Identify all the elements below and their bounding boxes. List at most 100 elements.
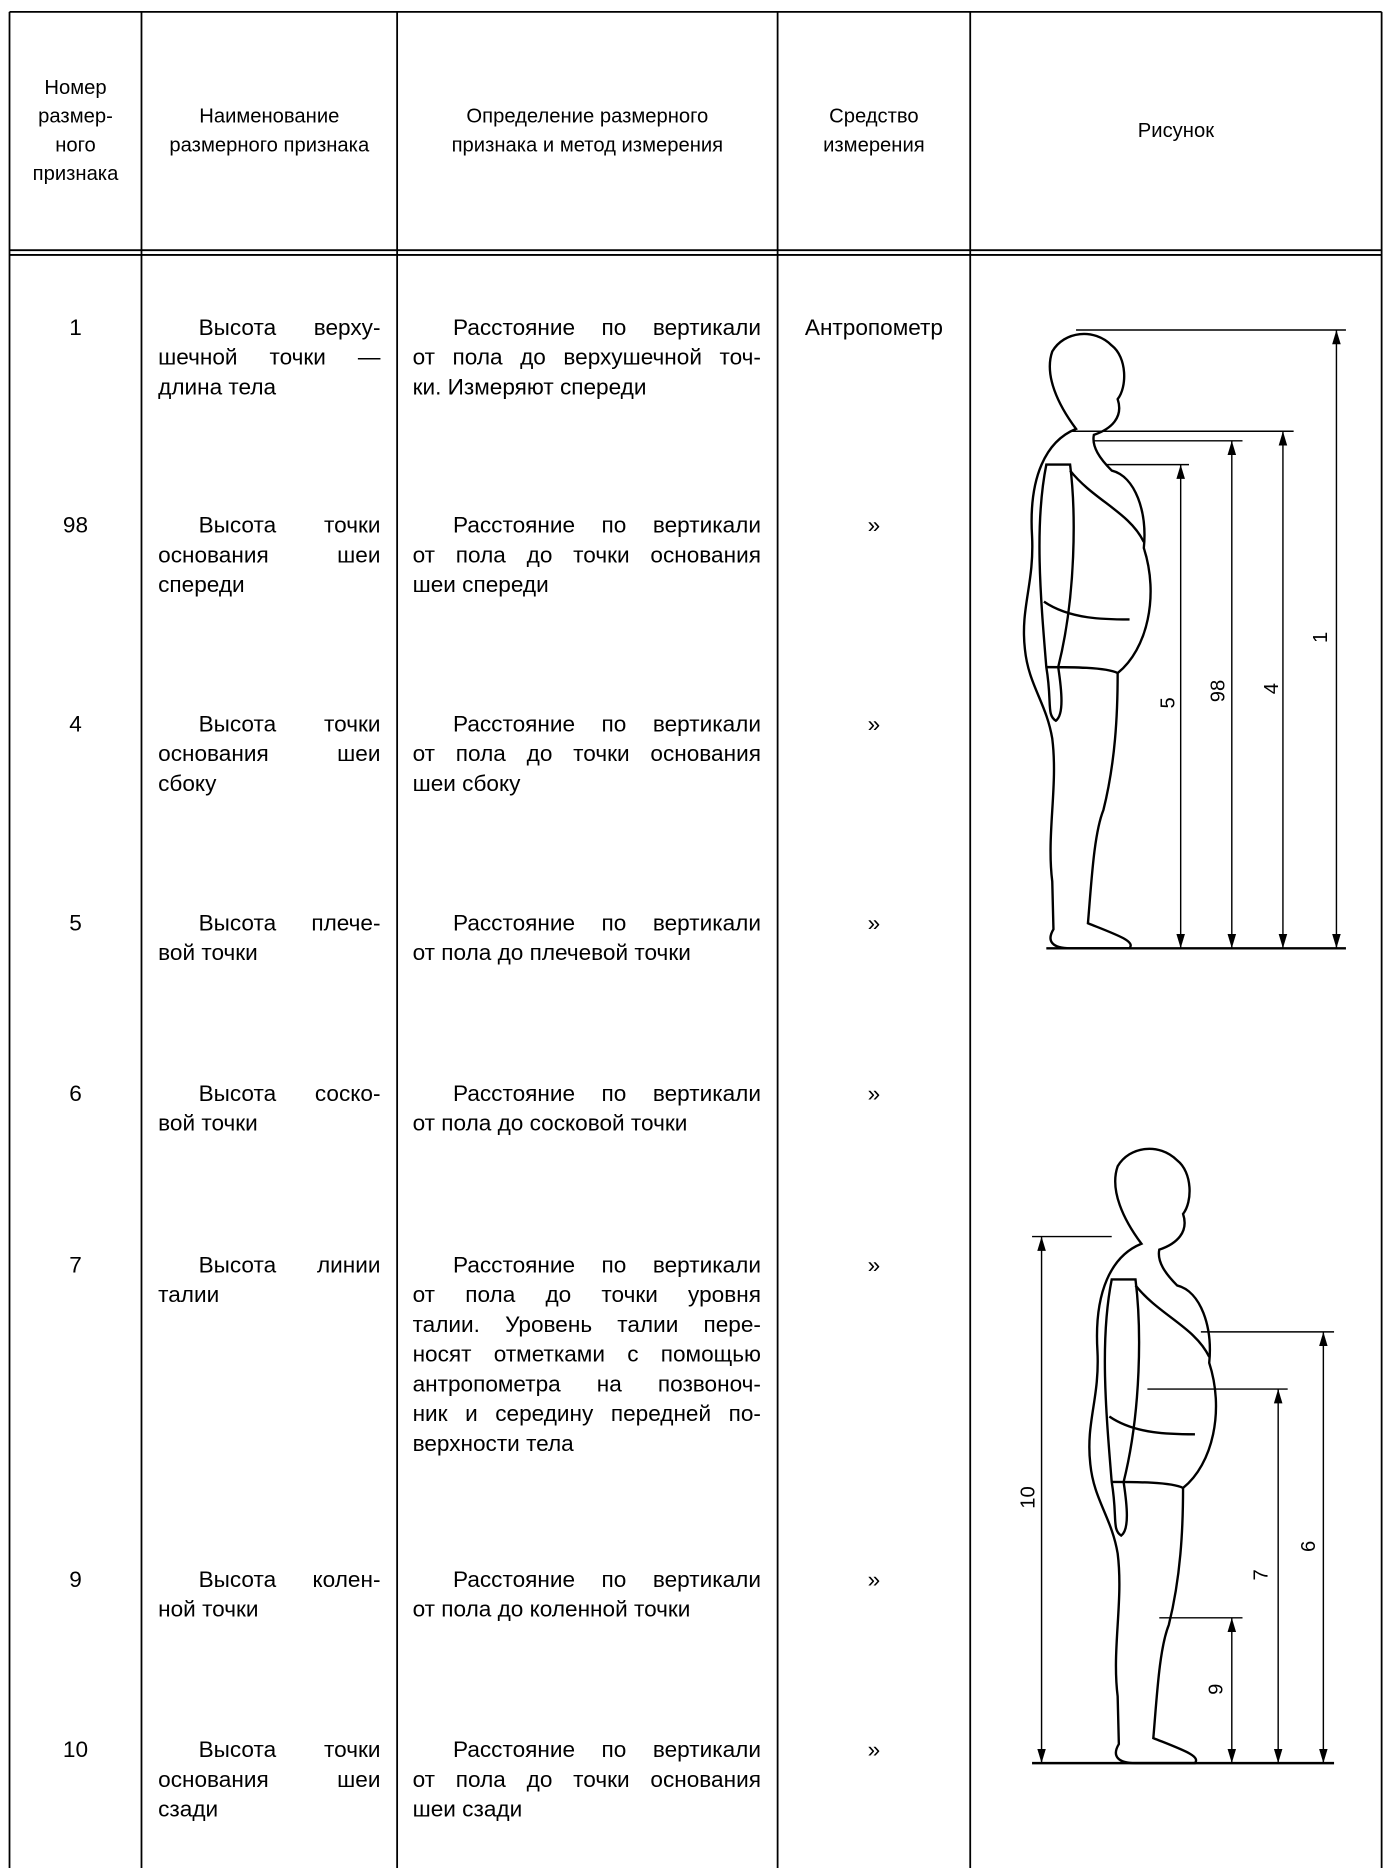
text-line: ной точки xyxy=(158,1597,259,1623)
text-line: Номер xyxy=(44,76,107,99)
text-line: Расстояние по вертикали xyxy=(453,513,761,539)
text-line: ного xyxy=(55,133,96,157)
text-line: от пола до плечевой точки xyxy=(412,941,691,967)
row-number: 1 xyxy=(69,315,82,341)
text-line: вой точки xyxy=(158,1111,258,1137)
row-number: 9 xyxy=(69,1567,82,1593)
text-line: размер- xyxy=(38,104,113,128)
figure-label: 7 xyxy=(1250,1569,1272,1580)
text-line: шечной точки — xyxy=(158,345,381,371)
figure-label: 4 xyxy=(1261,683,1283,694)
text-line: измерения xyxy=(823,133,925,157)
text-line: от пола до верхушечной точ- xyxy=(412,345,761,371)
text-line: от пола до точки уровня xyxy=(412,1283,761,1309)
text-line: шеи сзади xyxy=(412,1797,523,1823)
text-line: шеи сбоку xyxy=(412,771,521,797)
feature-definition: Расстояние по вертикали от пола до точки … xyxy=(413,1251,761,1459)
text-line: Расстояние по вертикали xyxy=(453,1738,761,1764)
figure-label: 5 xyxy=(1158,697,1180,708)
text-line: от пола до точки основания xyxy=(412,742,761,768)
feature-definition: Расстояние по вертикали от пола до точки … xyxy=(413,511,761,600)
header-cell: Номер размер-ного признака xyxy=(10,12,142,250)
header-cell: Определение размерного признака и метод и… xyxy=(397,12,777,250)
feature-definition: Расстояние по вертикали от пола до точки … xyxy=(413,710,761,799)
text-line: Высота колен- xyxy=(198,1567,381,1593)
figure-label: 10 xyxy=(1017,1486,1039,1509)
text-line: Высота точки xyxy=(198,712,381,738)
arm xyxy=(1038,463,1075,723)
text-line: Рисунок xyxy=(1137,119,1215,142)
measuring-tool: » xyxy=(867,513,881,539)
measuring-tool: » xyxy=(867,911,881,937)
garment xyxy=(1108,1284,1211,1490)
text-line: ки. Измеряют спереди xyxy=(412,375,647,401)
text-line: размерного признака xyxy=(169,133,370,157)
text-line: шеи спереди xyxy=(412,573,549,599)
row-number: 98 xyxy=(62,513,89,539)
feature-name: Высота плече-вой точки xyxy=(158,909,380,969)
text-line: от пола до коленной точки xyxy=(412,1597,691,1623)
text-line: основания шеи xyxy=(158,1767,381,1793)
text-line: Высота точки xyxy=(198,1738,381,1764)
measuring-tool: » xyxy=(867,1567,881,1593)
feature-name: Высота верху-шечной точки — длина тела xyxy=(158,313,380,402)
feature-definition: Расстояние по вертикали от пола до плечев… xyxy=(413,909,761,969)
text-line: основания шеи xyxy=(158,742,381,768)
text-line: Определение размерного xyxy=(466,104,709,128)
text-line: Расстояние по вертикали xyxy=(453,1567,761,1593)
text-line: от пола до сосковой точки xyxy=(412,1111,688,1137)
silhouette xyxy=(1022,332,1152,950)
row-number: 4 xyxy=(69,712,82,738)
text-line: от пола до точки основания xyxy=(412,543,761,569)
feature-name: Высота линии талии xyxy=(158,1251,380,1311)
text-line: признака и метод измерения xyxy=(451,133,724,157)
text-line: антропометра на позвоноч- xyxy=(412,1372,761,1398)
feature-definition: Расстояние по вертикали от пола до верхуш… xyxy=(413,313,761,402)
text-line: от пола до точки основания xyxy=(412,1767,761,1793)
text-line: длина тела xyxy=(158,375,277,401)
figure-label: 9 xyxy=(1205,1684,1227,1695)
text-line: основания шеи xyxy=(158,543,381,569)
row-number: 6 xyxy=(69,1081,82,1107)
text-line: верхности тела xyxy=(412,1431,574,1457)
feature-name: Высота соско-вой точки xyxy=(158,1079,380,1139)
header-cell: Наименование размерного признака xyxy=(141,12,397,250)
text-line: Высота соско- xyxy=(198,1081,381,1107)
text-line: признака xyxy=(32,162,119,185)
text-line: талии. Уровень талии пере- xyxy=(412,1312,761,1338)
garment xyxy=(1043,469,1145,675)
text-line: Расстояние по вертикали xyxy=(453,1253,761,1279)
figure-label: 6 xyxy=(1298,1541,1320,1552)
text-line: Расстояние по вертикали xyxy=(453,911,761,937)
measuring-tool: Антропометр xyxy=(804,315,943,341)
text-line: Наименование xyxy=(199,104,340,128)
text-line: Расстояние по вертикали xyxy=(453,315,761,341)
text-line: вой точки xyxy=(158,941,258,967)
text-line: ник и середину передней по- xyxy=(412,1402,761,1428)
row-number: 5 xyxy=(69,911,82,937)
text-line: Расстояние по вертикали xyxy=(453,712,761,738)
text-line: Средство xyxy=(829,104,919,128)
figure-label: 1 xyxy=(1310,632,1332,643)
text-line: талии xyxy=(158,1283,220,1309)
figure-1: 1 4 98 5 xyxy=(1022,329,1346,950)
feature-name: Высота точки основания шеи сбоку xyxy=(158,710,380,799)
feature-name: Высота точки основания шеи сзади xyxy=(158,1736,380,1825)
text-line: сбоку xyxy=(158,771,217,797)
feature-definition: Расстояние по вертикали от пола до коленн… xyxy=(413,1565,761,1625)
header-cell: Средство измерения xyxy=(778,12,971,250)
feature-name: Высота точки основания шеи спереди xyxy=(158,511,380,600)
text-line: Высота линии xyxy=(198,1253,381,1279)
measuring-tool: » xyxy=(867,1081,881,1107)
feature-definition: Расстояние по вертикали от пола до точки … xyxy=(413,1736,761,1825)
text-line: Высота точки xyxy=(198,513,381,539)
measuring-tool: » xyxy=(867,1738,881,1764)
row-number: 10 xyxy=(62,1738,89,1764)
table-grid xyxy=(8,11,1383,1868)
text-line: сзади xyxy=(158,1797,219,1823)
feature-definition: Расстояние по вертикали от пола до сосков… xyxy=(413,1079,761,1139)
feature-name: Высота колен-ной точки xyxy=(158,1565,380,1625)
